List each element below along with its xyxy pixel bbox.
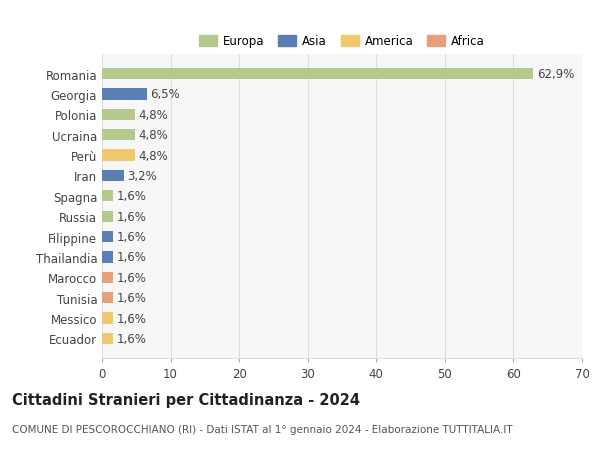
Text: 4,8%: 4,8% (139, 149, 168, 162)
Bar (102, 292, 113, 303)
Text: COMUNE DI PESCOROCCHIANO (RI) - Dati ISTAT al 1° gennaio 2024 - Elaborazione TUT: COMUNE DI PESCOROCCHIANO (RI) - Dati IST… (12, 425, 512, 435)
Text: 1,6%: 1,6% (116, 251, 146, 264)
Bar (102, 150, 135, 161)
Bar (102, 89, 146, 101)
Text: 1,6%: 1,6% (116, 291, 146, 304)
Legend: Europa, Asia, America, Africa: Europa, Asia, America, Africa (194, 31, 490, 53)
Bar (102, 170, 124, 182)
Text: 1,6%: 1,6% (116, 190, 146, 203)
Text: 4,8%: 4,8% (139, 129, 168, 142)
Bar (102, 69, 533, 80)
Bar (102, 110, 135, 121)
Bar (102, 252, 113, 263)
Text: 3,2%: 3,2% (127, 169, 157, 183)
Text: 4,8%: 4,8% (139, 109, 168, 122)
Text: 1,6%: 1,6% (116, 230, 146, 244)
Text: 1,6%: 1,6% (116, 332, 146, 345)
Text: 1,6%: 1,6% (116, 312, 146, 325)
Bar (102, 191, 113, 202)
Text: 6,5%: 6,5% (150, 88, 180, 101)
Bar (102, 333, 113, 344)
Text: Cittadini Stranieri per Cittadinanza - 2024: Cittadini Stranieri per Cittadinanza - 2… (12, 392, 360, 408)
Bar (102, 272, 113, 283)
Text: 1,6%: 1,6% (116, 271, 146, 284)
Bar (102, 231, 113, 243)
Bar (102, 130, 135, 141)
Text: 1,6%: 1,6% (116, 210, 146, 223)
Text: 62,9%: 62,9% (537, 68, 574, 81)
Bar (102, 211, 113, 222)
Bar (102, 313, 113, 324)
